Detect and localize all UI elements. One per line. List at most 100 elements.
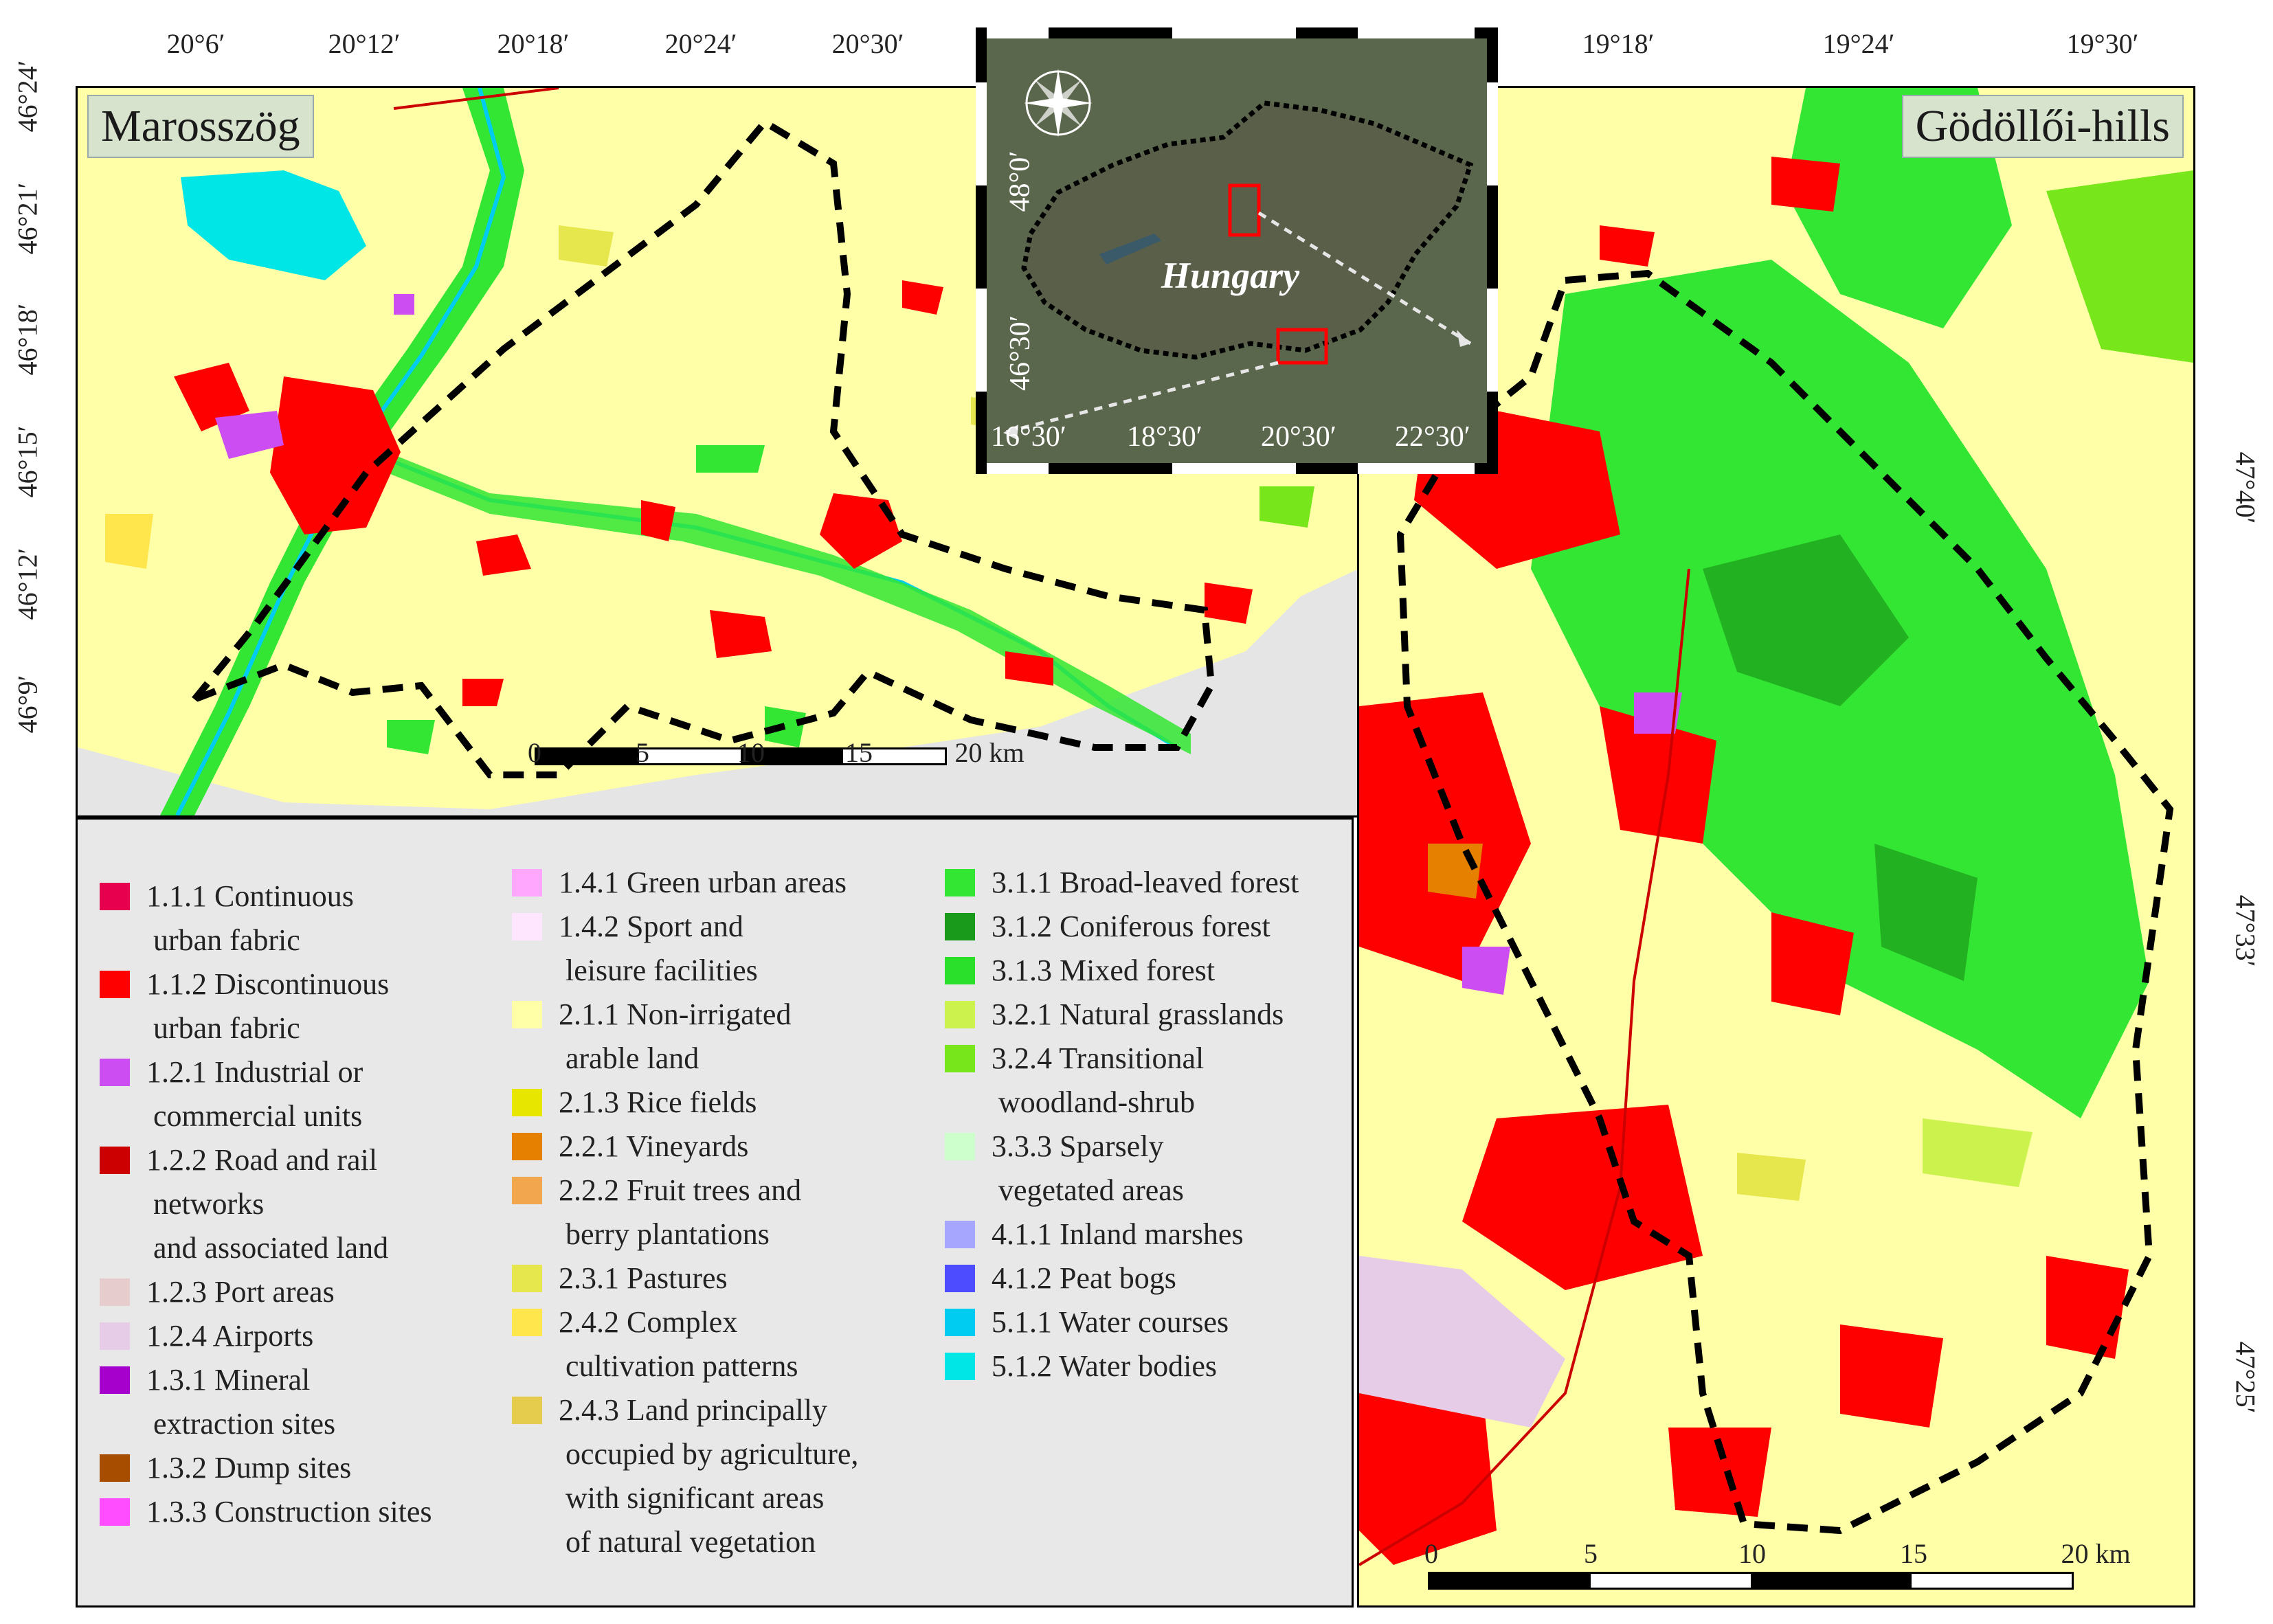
left-lon-label-4: 20°24′	[664, 28, 737, 59]
left-scale-label-10: 10	[737, 737, 765, 768]
legend-swatch	[945, 1221, 975, 1248]
left-scale-label-0: 0	[528, 737, 541, 768]
legend-item-3-2-4: 3.2.4 Transitional woodland-shrub	[945, 1037, 1205, 1125]
legend-swatch	[512, 1177, 542, 1204]
left-scale-label-15: 15	[845, 737, 873, 768]
legend-swatch	[945, 1133, 975, 1160]
legend-item-label: 2.1.3 Rice fields	[559, 1085, 757, 1119]
left-lon-label-2: 20°12′	[328, 28, 401, 59]
legend-item-2-2-1: 2.2.1 Vineyards	[512, 1125, 749, 1169]
legend-item-label: 1.3.2 Dump sites	[146, 1451, 352, 1485]
legend-item-3-1-1: 3.1.1 Broad-leaved forest	[945, 861, 1299, 905]
legend-item-label: with significant areas	[566, 1481, 825, 1515]
legend-item-label: woodland-shrub	[998, 1085, 1195, 1119]
legend: 1.1.1 Continuous urban fabric 1.1.2 Discon…	[76, 817, 1354, 1608]
inset-lon-label-3: 20°30′	[1261, 421, 1336, 453]
legend-item-label: 3.2.4 Transitional	[992, 1041, 1205, 1075]
legend-item-label: 1.1.2 Discontinuous	[146, 967, 390, 1001]
left-lat-label-4: 46°15′	[12, 425, 43, 498]
legend-item-label: 4.1.2 Peat bogs	[992, 1261, 1176, 1295]
legend-item-label: 4.1.1 Inland marshes	[992, 1217, 1244, 1251]
right-scale-bar	[1428, 1572, 2074, 1590]
right-scale-label-15: 15	[1900, 1538, 1927, 1569]
legend-item-label: 1.4.1 Green urban areas	[559, 866, 847, 899]
inset-map: Hungary 48°0′ 46°30′ 16°30′ 18°30′ 20°30…	[976, 27, 1498, 474]
legend-item-label: berry plantations	[566, 1217, 770, 1251]
legend-swatch	[100, 1059, 130, 1086]
legend-swatch	[945, 1265, 975, 1292]
legend-swatch	[512, 1133, 542, 1160]
legend-item-label: 1.2.2 Road and rail	[146, 1143, 378, 1177]
left-lat-label-3: 46°18′	[12, 303, 43, 376]
legend-item-1-2-2: 1.2.2 Road and rail networks and associate…	[100, 1138, 388, 1270]
compass-rose-icon	[1024, 69, 1093, 137]
legend-item-label: 1.2.1 Industrial or	[146, 1055, 363, 1089]
right-scale-label-5: 5	[1584, 1538, 1598, 1569]
legend-item-label: 1.3.3 Construction sites	[146, 1495, 432, 1529]
right-scale-label-0: 0	[1424, 1538, 1438, 1569]
legend-swatch	[512, 1089, 542, 1116]
legend-swatch	[100, 971, 130, 998]
legend-item-1-2-3: 1.2.3 Port areas	[100, 1270, 335, 1314]
left-lat-label-1: 46°24′	[12, 60, 43, 133]
legend-item-label: 1.2.3 Port areas	[146, 1275, 335, 1309]
legend-swatch	[945, 957, 975, 984]
legend-item-label: 1.1.1 Continuous	[146, 879, 354, 913]
left-scale-bar	[535, 747, 947, 765]
legend-item-4-1-1: 4.1.1 Inland marshes	[945, 1213, 1244, 1256]
legend-swatch	[100, 1366, 130, 1394]
legend-item-label: 2.1.1 Non-irrigated	[559, 997, 792, 1031]
legend-item-5-1-1: 5.1.1 Water courses	[945, 1300, 1229, 1344]
legend-item-1-4-2: 1.4.2 Sport and leisure facilities	[512, 905, 758, 993]
legend-item-1-3-3: 1.3.3 Construction sites	[100, 1490, 432, 1534]
legend-item-label: 3.2.1 Natural grasslands	[992, 997, 1284, 1031]
legend-item-label: networks	[153, 1187, 265, 1221]
legend-item-label: 2.4.2 Complex	[559, 1305, 738, 1339]
right-lon-label-1: 19°18′	[1582, 28, 1655, 59]
legend-item-label: 5.1.1 Water courses	[992, 1305, 1229, 1339]
legend-item-2-4-2: 2.4.2 Complex cultivation patterns	[512, 1300, 798, 1388]
left-lat-label-2: 46°21′	[12, 182, 43, 255]
legend-item-2-4-3: 2.4.3 Land principally occupied by agricu…	[512, 1388, 859, 1564]
legend-item-2-2-2: 2.2.2 Fruit trees and berry plantations	[512, 1169, 801, 1256]
legend-item-label: 2.3.1 Pastures	[559, 1261, 728, 1295]
legend-item-1-3-2: 1.3.2 Dump sites	[100, 1446, 352, 1490]
inset-map-canvas	[976, 27, 1498, 474]
legend-item-label: 2.2.1 Vineyards	[559, 1129, 749, 1163]
legend-item-2-1-3: 2.1.3 Rice fields	[512, 1081, 757, 1125]
left-lat-label-6: 46°9′	[12, 675, 43, 734]
legend-item-label: 2.4.3 Land principally	[559, 1393, 828, 1427]
legend-item-label: 3.1.2 Coniferous forest	[992, 910, 1270, 943]
legend-swatch	[945, 1001, 975, 1028]
legend-item-label: vegetated areas	[998, 1173, 1184, 1207]
legend-item-1-4-1: 1.4.1 Green urban areas	[512, 861, 847, 905]
legend-item-label: occupied by agriculture,	[566, 1437, 859, 1471]
left-lon-label-5: 20°30′	[831, 28, 904, 59]
legend-swatch	[512, 1265, 542, 1292]
legend-item-2-3-1: 2.3.1 Pastures	[512, 1256, 728, 1300]
right-scale-label-20: 20 km	[2061, 1538, 2131, 1569]
legend-item-4-1-2: 4.1.2 Peat bogs	[945, 1256, 1176, 1300]
right-map-title: Gödöllői-hills	[1901, 95, 2184, 158]
legend-item-label: urban fabric	[153, 923, 300, 957]
legend-item-label: 3.3.3 Sparsely	[992, 1129, 1164, 1163]
inset-lat-label-2: 46°30′	[1004, 315, 1036, 391]
legend-swatch	[100, 1498, 130, 1526]
left-map-title: Marosszög	[87, 95, 314, 158]
legend-swatch	[945, 869, 975, 896]
right-scale-label-10: 10	[1738, 1538, 1766, 1569]
inset-lon-label-2: 18°30′	[1127, 421, 1202, 453]
legend-item-label: 1.2.4 Airports	[146, 1319, 314, 1353]
inset-lon-label-1: 16°30′	[991, 421, 1066, 453]
right-lon-label-2: 19°24′	[1822, 28, 1895, 59]
legend-item-1-3-1: 1.3.1 Mineral extraction sites	[100, 1358, 335, 1446]
inset-lon-label-4: 22°30′	[1395, 421, 1470, 453]
legend-item-label: 3.1.1 Broad-leaved forest	[992, 866, 1299, 899]
inset-lat-label-1: 48°0′	[1004, 150, 1036, 212]
legend-item-label: cultivation patterns	[566, 1349, 798, 1383]
legend-item-label: 5.1.2 Water bodies	[992, 1349, 1218, 1383]
right-lon-label-3: 19°30′	[2066, 28, 2139, 59]
left-lat-label-5: 46°12′	[12, 548, 43, 620]
legend-swatch	[945, 913, 975, 940]
inset-country-label: Hungary	[1161, 255, 1300, 296]
